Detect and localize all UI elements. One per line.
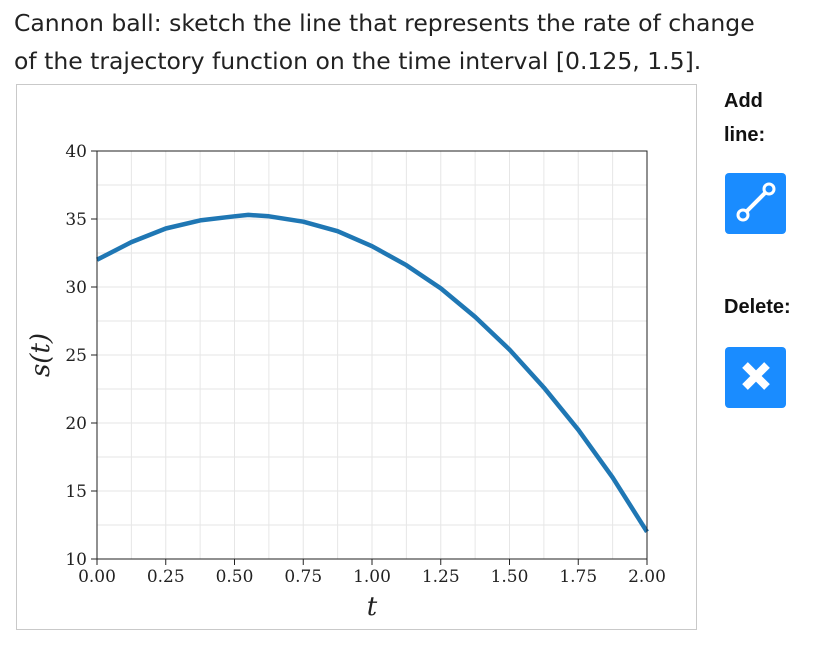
graph-canvas[interactable]: 0.00 0.25 0.50 0.75 1.00 1.25 1.50 1.75 2.00 10 15…	[16, 84, 697, 630]
x-tick-label: 0.00	[78, 567, 116, 587]
x-tick-label: 1.75	[559, 567, 597, 587]
close-x-icon	[736, 356, 776, 400]
question-prompt: Cannon ball: sketch the line that repres…	[14, 4, 804, 80]
add-line-button[interactable]	[725, 173, 786, 234]
y-tick-label: 10	[65, 550, 87, 570]
trajectory-curve	[95, 212, 649, 534]
grid-lines	[96, 150, 648, 560]
prompt-line-1: Cannon ball: sketch the line that repres…	[14, 9, 755, 37]
y-axis-label: s(t)	[26, 333, 56, 377]
prompt-line-2: of the trajectory function on the time i…	[14, 47, 702, 75]
trajectory-chart[interactable]: 0.00 0.25 0.50 0.75 1.00 1.25 1.50 1.75 2.00 10 15…	[17, 85, 698, 631]
x-axis-label: t	[367, 592, 378, 622]
y-tick-label: 25	[65, 346, 87, 366]
delete-label: Delete:	[724, 296, 791, 318]
x-tick-label: 2.00	[628, 567, 666, 587]
add-line-label: Add line:	[724, 90, 766, 146]
y-tick-label: 35	[65, 210, 87, 230]
x-tick-label: 1.00	[353, 567, 391, 587]
y-tick-label: 15	[65, 482, 87, 502]
line-segment-icon	[733, 179, 779, 229]
x-tick-label: 0.50	[216, 567, 254, 587]
axis-ticks: 0.00 0.25 0.50 0.75 1.00 1.25 1.50 1.75 2.00 10 15…	[65, 142, 666, 587]
y-tick-label: 30	[65, 278, 87, 298]
x-tick-label: 1.50	[491, 567, 529, 587]
x-tick-label: 0.25	[147, 567, 185, 587]
curve-layer	[95, 212, 649, 534]
y-tick-label: 20	[65, 414, 87, 434]
x-tick-label: 0.75	[284, 567, 322, 587]
delete-button[interactable]	[725, 347, 786, 408]
x-tick-label: 1.25	[422, 567, 460, 587]
y-tick-label: 40	[65, 142, 87, 162]
